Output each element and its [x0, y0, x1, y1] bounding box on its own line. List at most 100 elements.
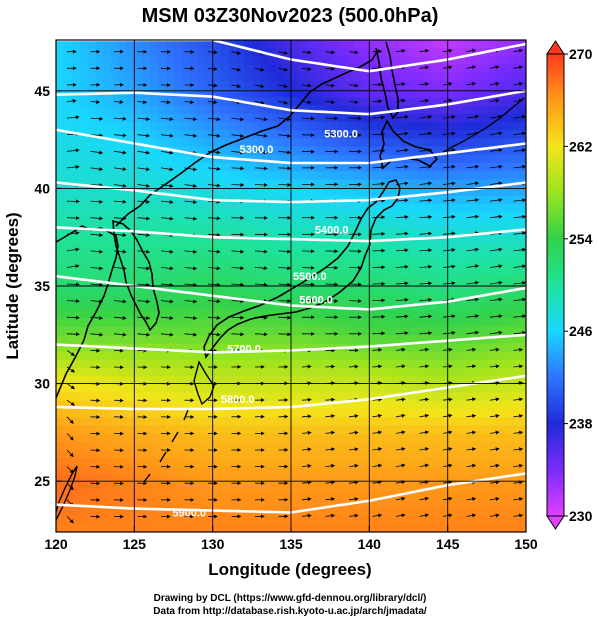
heatmap-cell [236, 277, 245, 287]
heatmap-cell [95, 425, 104, 435]
heatmap-cell [345, 515, 355, 525]
heatmap-cell [298, 89, 308, 98]
heatmap-cell [244, 417, 253, 426]
heatmap-cell [479, 466, 488, 476]
heatmap-cell [463, 195, 472, 205]
heatmap-cell [173, 72, 182, 82]
heatmap-cell [502, 228, 511, 238]
heatmap-cell [251, 40, 261, 49]
heatmap-cell [204, 122, 214, 131]
heatmap-cell [259, 515, 269, 525]
heatmap-cell [110, 335, 120, 344]
heatmap-cell [228, 359, 237, 369]
heatmap-cell [126, 458, 135, 467]
heatmap-cell [479, 81, 488, 90]
heatmap-cell [400, 277, 410, 287]
heatmap-cell [424, 253, 433, 262]
heatmap-cell [157, 474, 167, 484]
heatmap-cell [424, 392, 433, 402]
heatmap-cell [392, 245, 402, 254]
heatmap-cell [259, 228, 269, 238]
heatmap-cell [494, 359, 504, 369]
heatmap-cell [244, 474, 253, 484]
heatmap-cell [471, 450, 480, 459]
heatmap-cell [134, 499, 143, 508]
heatmap-cell [298, 417, 308, 426]
heatmap-cell [204, 72, 214, 82]
heatmap-cell [322, 384, 331, 394]
heatmap-cell [204, 474, 214, 484]
heatmap-cell [63, 318, 73, 328]
heatmap-cell [118, 195, 128, 205]
heatmap-cell [212, 286, 222, 295]
heatmap-cell [283, 523, 292, 532]
heatmap-cell [455, 400, 464, 410]
heatmap-cell [439, 253, 449, 262]
heatmap-cell [134, 122, 143, 131]
heatmap-cell [432, 146, 441, 156]
heatmap-cell [126, 335, 135, 344]
heatmap-cell [95, 310, 104, 320]
heatmap-cell [110, 458, 120, 467]
heatmap-cell [385, 335, 394, 344]
heatmap-cell [369, 204, 378, 213]
heatmap-cell [408, 187, 417, 197]
heatmap-cell [361, 491, 370, 500]
heatmap-cell [236, 515, 245, 525]
heatmap-cell [165, 236, 175, 246]
heatmap-cell [291, 523, 300, 532]
heatmap-cell [220, 81, 229, 90]
heatmap-cell [361, 122, 370, 131]
heatmap-cell [71, 343, 81, 353]
heatmap-cell [181, 261, 190, 271]
heatmap-cell [345, 359, 355, 369]
heatmap-cell [322, 138, 331, 148]
wind-arrow [395, 314, 409, 319]
heatmap-cell [424, 515, 433, 525]
heatmap-cell [455, 523, 464, 532]
wind-arrow [348, 282, 362, 287]
heatmap-cell [502, 392, 511, 402]
heatmap-cell [87, 40, 96, 49]
heatmap-cell [361, 72, 370, 82]
heatmap-cell [330, 310, 339, 320]
heatmap-cell [87, 523, 96, 532]
heatmap-cell [314, 294, 323, 303]
heatmap-cell [291, 81, 300, 90]
heatmap-cell [322, 286, 331, 295]
heatmap-cell [204, 269, 214, 279]
wind-arrow [489, 164, 503, 169]
heatmap-cell [424, 433, 433, 443]
heatmap-cell [510, 343, 519, 353]
heatmap-cell [494, 384, 504, 394]
heatmap-cell [134, 204, 143, 213]
wind-arrow [90, 99, 101, 104]
heatmap-cell [134, 474, 143, 484]
heatmap-cell [204, 425, 214, 435]
heatmap-cell [377, 286, 386, 295]
heatmap-cell [455, 179, 464, 189]
heatmap-cell [197, 64, 206, 74]
heatmap-cell [408, 515, 417, 525]
heatmap-cell [291, 154, 300, 164]
heatmap-cell [361, 359, 370, 369]
heatmap-cell [298, 122, 308, 131]
heatmap-cell [518, 515, 526, 525]
heatmap-cell [142, 458, 151, 467]
heatmap-cell [275, 335, 284, 344]
heatmap-cell [283, 433, 292, 443]
heatmap-cell [283, 458, 292, 467]
heatmap-cell [479, 286, 488, 295]
heatmap-cell [95, 433, 104, 443]
x-tick-label: 145 [436, 536, 460, 552]
wind-arrow [184, 332, 198, 337]
heatmap-cell [283, 154, 292, 164]
heatmap-cell [361, 154, 370, 164]
heatmap-cell [479, 294, 488, 303]
heatmap-cell [291, 433, 300, 443]
heatmap-cell [267, 286, 276, 295]
heatmap-cell [103, 48, 112, 57]
heatmap-cell [244, 204, 253, 213]
heatmap-cell [157, 384, 167, 394]
heatmap-cell [95, 40, 104, 49]
